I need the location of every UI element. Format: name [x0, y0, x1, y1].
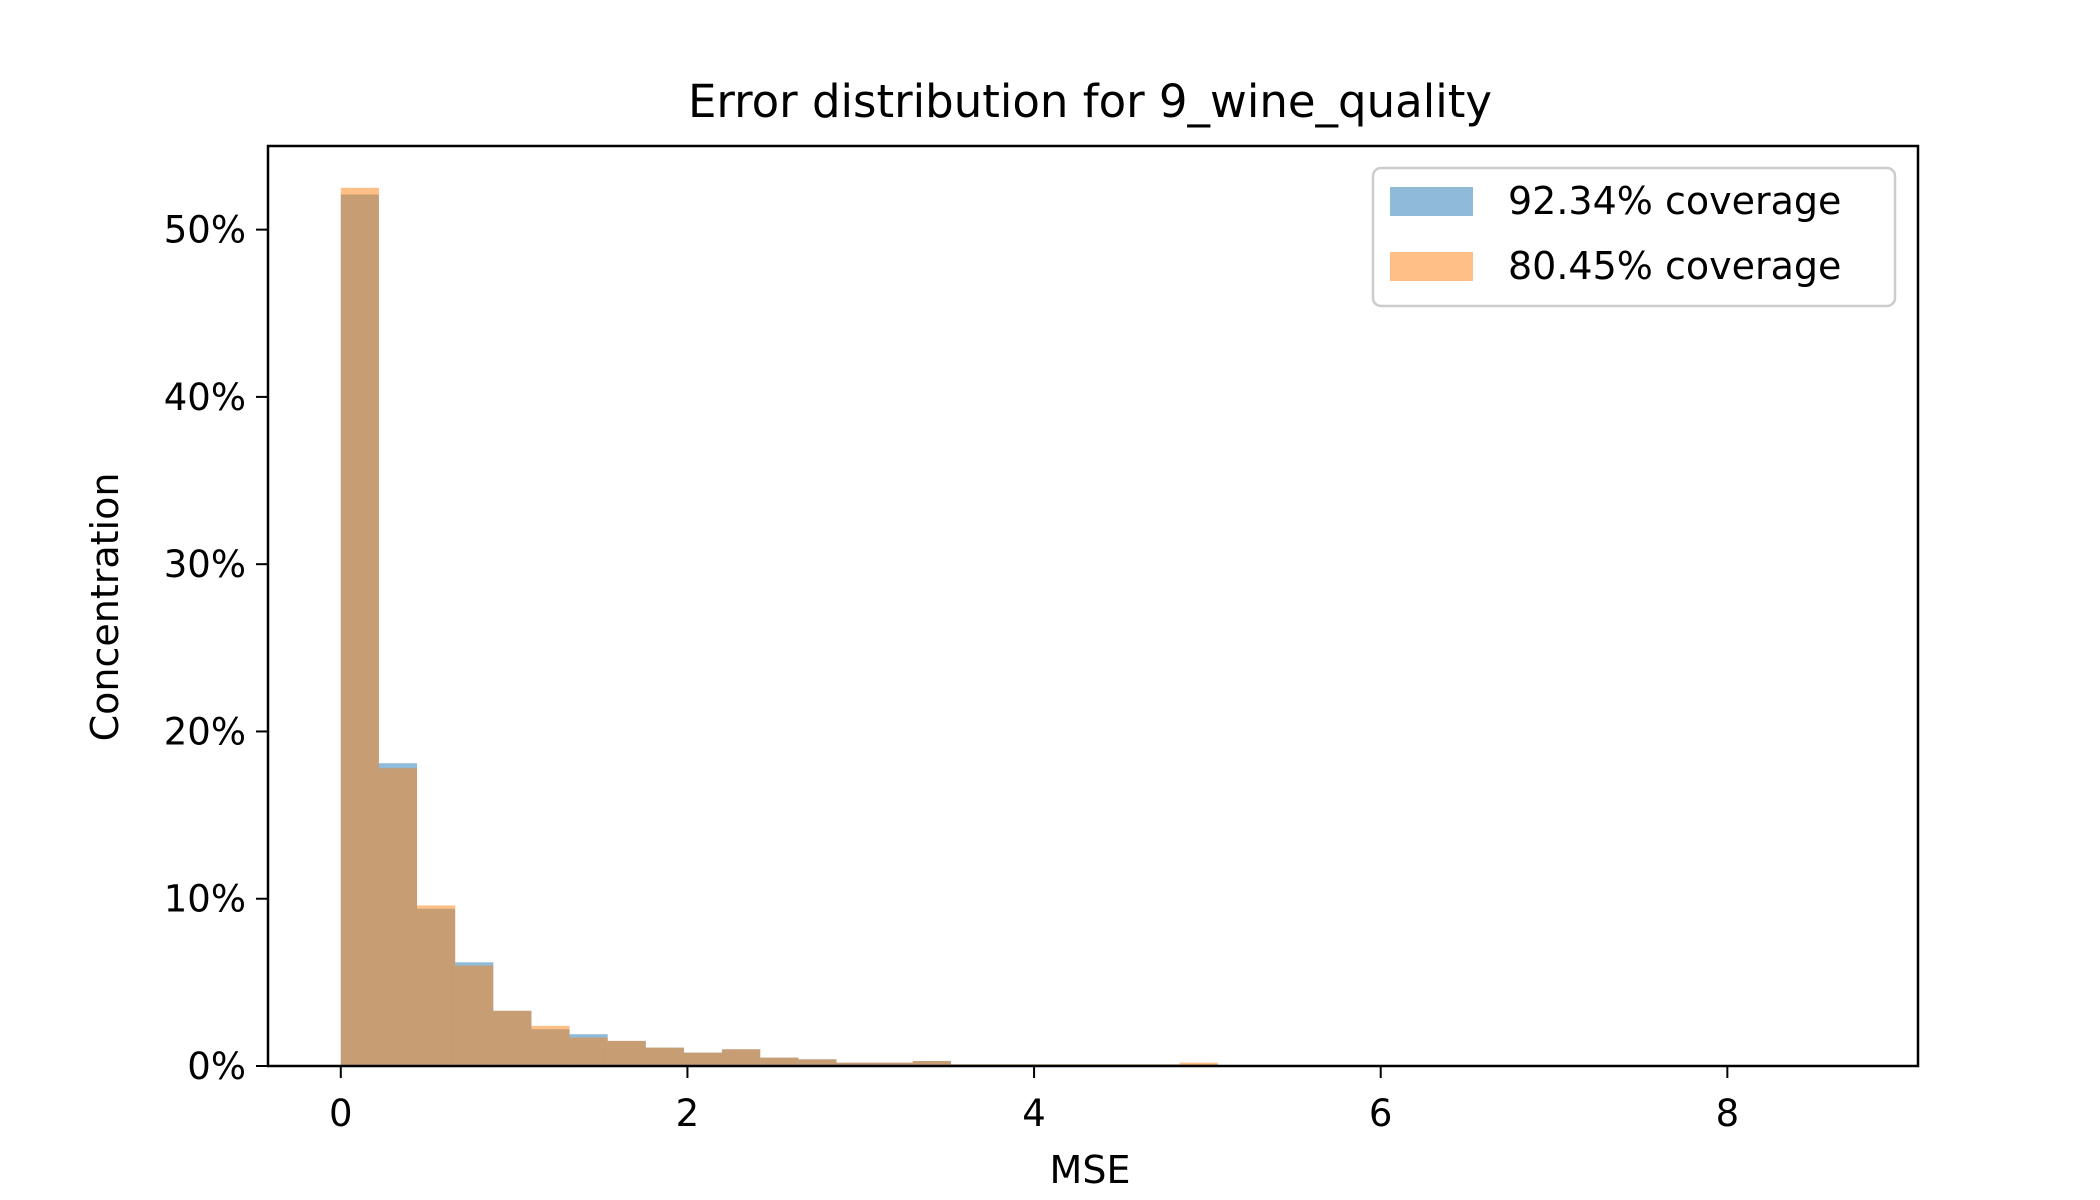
bar-80-45-coverage-bin-1 [378, 768, 418, 1066]
legend-entry-92-34-coverage: 92.34% coverage [1508, 179, 1841, 223]
x-tick-label: 6 [1369, 1092, 1393, 1135]
bar-80-45-coverage-bin-5 [531, 1025, 570, 1066]
legend: 92.34% coverage 80.45% coverage [1371, 166, 1897, 308]
y-tick-label: 10% [164, 878, 246, 921]
plot-frame [266, 144, 1920, 1068]
legend-swatch-80-45-coverage [1390, 252, 1473, 281]
bar-80-45-coverage-bin-6 [569, 1037, 608, 1066]
bar-80-45-coverage-bin-22 [1179, 1062, 1218, 1066]
y-tick-label: 20% [164, 710, 246, 753]
bar-80-45-coverage-bin-2 [417, 905, 456, 1066]
bar-80-45-coverage-bin-15 [912, 1060, 951, 1066]
y-tick-label: 40% [164, 376, 246, 419]
x-axis-label: MSE [1050, 1148, 1131, 1192]
bar-80-45-coverage-bin-10 [722, 1049, 761, 1066]
bar-80-45-coverage-bin-7 [607, 1040, 646, 1066]
legend-box [1371, 166, 1897, 308]
bar-80-45-coverage-bin-11 [760, 1057, 799, 1066]
y-axis: 0% 10% 20% 30% 40% 50% [164, 209, 268, 1088]
bar-80-45-coverage-bin-0 [340, 187, 379, 1066]
bar-80-45-coverage-bin-12 [798, 1059, 837, 1066]
legend-swatch-92-34-coverage [1390, 187, 1473, 216]
bar-80-45-coverage-bin-8 [645, 1047, 684, 1066]
legend-entry-80-45-coverage: 80.45% coverage [1508, 244, 1841, 288]
bar-80-45-coverage-bin-3 [455, 965, 494, 1066]
bar-80-45-coverage-bin-4 [493, 1010, 532, 1066]
x-tick-label: 4 [1022, 1092, 1046, 1135]
bar-80-45-coverage-bin-14 [874, 1062, 913, 1066]
y-tick-label: 50% [164, 209, 246, 252]
x-tick-label: 8 [1716, 1092, 1740, 1135]
y-axis-label: Concentration [83, 473, 127, 742]
x-tick-label: 0 [329, 1092, 353, 1135]
x-tick-label: 2 [676, 1092, 700, 1135]
bars-layer [340, 187, 1218, 1066]
bar-80-45-coverage-bin-13 [836, 1062, 875, 1066]
x-axis: 0 2 4 6 8 [329, 1066, 1739, 1135]
bar-80-45-coverage-bin-9 [683, 1052, 723, 1066]
y-tick-label: 0% [187, 1045, 246, 1088]
chart-title: Error distribution for 9_wine_quality [688, 75, 1492, 128]
y-tick-label: 30% [164, 543, 246, 586]
